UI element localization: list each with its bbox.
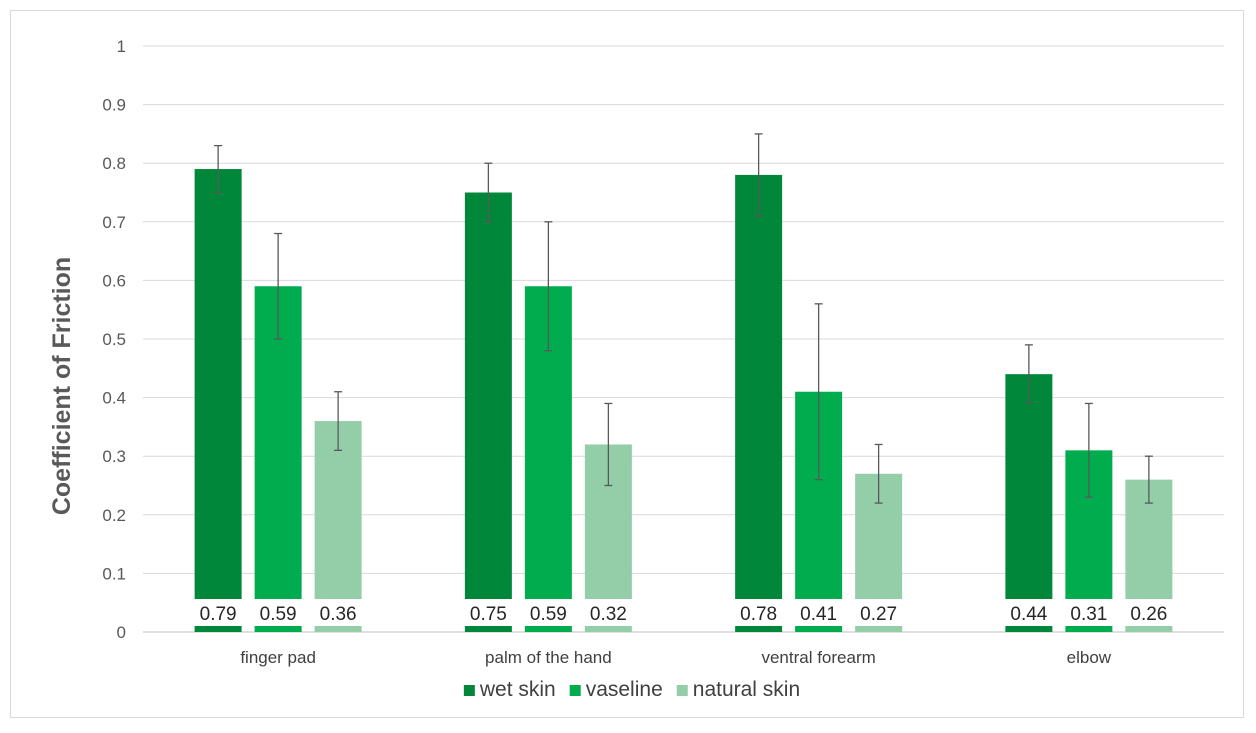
legend-item: wet skin (463, 678, 556, 701)
error-bars (214, 133, 1153, 504)
data-label: 0.75 (470, 604, 507, 625)
data-label: 0.41 (800, 604, 837, 625)
y-tick-label: 0.4 (102, 389, 126, 408)
data-label: 0.59 (260, 604, 297, 625)
data-label-backgrounds (192, 599, 1175, 626)
bar (735, 174, 783, 633)
legend-swatch (676, 685, 688, 696)
data-label: 0.26 (1130, 604, 1167, 625)
data-label-box (462, 599, 514, 626)
data-label: 0.32 (590, 604, 627, 625)
bar (464, 192, 512, 632)
x-category-label: ventral forearm (761, 648, 875, 667)
data-label-box (312, 599, 364, 626)
bar (1005, 374, 1053, 632)
data-label-box (252, 599, 304, 626)
legend-swatch (463, 685, 475, 696)
x-category-label: finger pad (240, 648, 316, 667)
bars (194, 169, 1173, 633)
y-tick-label: 0.7 (102, 213, 126, 232)
y-tick-label: 0.9 (102, 96, 126, 115)
bar (194, 169, 242, 632)
data-label: 0.36 (320, 604, 357, 625)
data-label-box (1003, 599, 1055, 626)
legend-item: vaseline (569, 678, 663, 701)
gridlines (143, 45, 1224, 633)
legend: wet skin vaseline natural skin (463, 678, 800, 701)
x-category-label: palm of the hand (485, 648, 612, 667)
data-label: 0.31 (1070, 604, 1107, 625)
y-axis-title: Coefficient of Friction (48, 257, 76, 515)
data-label-box (522, 599, 574, 626)
y-axis-ticks: 0 0.1 0.2 0.3 0.4 0.5 0.6 0.7 0.8 0.9 1 (102, 37, 126, 642)
data-label-box (853, 599, 905, 626)
data-label-box (582, 599, 634, 626)
y-tick-label: 0.3 (102, 447, 126, 466)
legend-swatch (569, 685, 581, 696)
legend-label: vaseline (586, 678, 663, 701)
data-label-box (793, 599, 845, 626)
y-tick-label: 0.1 (102, 564, 126, 583)
data-label: 0.27 (860, 604, 897, 625)
legend-item: natural skin (676, 678, 800, 701)
legend-label: wet skin (479, 678, 556, 701)
data-label-box (733, 599, 785, 626)
data-label: 0.44 (1010, 604, 1047, 625)
x-category-label: elbow (1067, 648, 1112, 667)
bar (254, 286, 302, 632)
y-tick-label: 0.8 (102, 154, 126, 173)
x-axis-categories: finger pad palm of the hand ventral forear… (240, 648, 1111, 667)
data-label-box (1123, 599, 1175, 626)
y-tick-label: 0.6 (102, 271, 126, 290)
data-labels: 0.79 0.59 0.36 0.75 0.59 0.32 0.78 0.41 0.27 0.44… (200, 604, 1168, 625)
bar (314, 421, 362, 632)
data-label: 0.59 (530, 604, 567, 625)
y-tick-label: 0.5 (102, 330, 126, 349)
y-tick-label: 0.2 (102, 506, 126, 525)
data-label-box (1063, 599, 1115, 626)
y-tick-label: 1 (117, 37, 126, 56)
legend-label: natural skin (693, 678, 800, 701)
data-label: 0.78 (740, 604, 777, 625)
data-label-box (192, 599, 244, 626)
data-label: 0.79 (200, 604, 237, 625)
y-tick-label: 0 (117, 623, 126, 642)
